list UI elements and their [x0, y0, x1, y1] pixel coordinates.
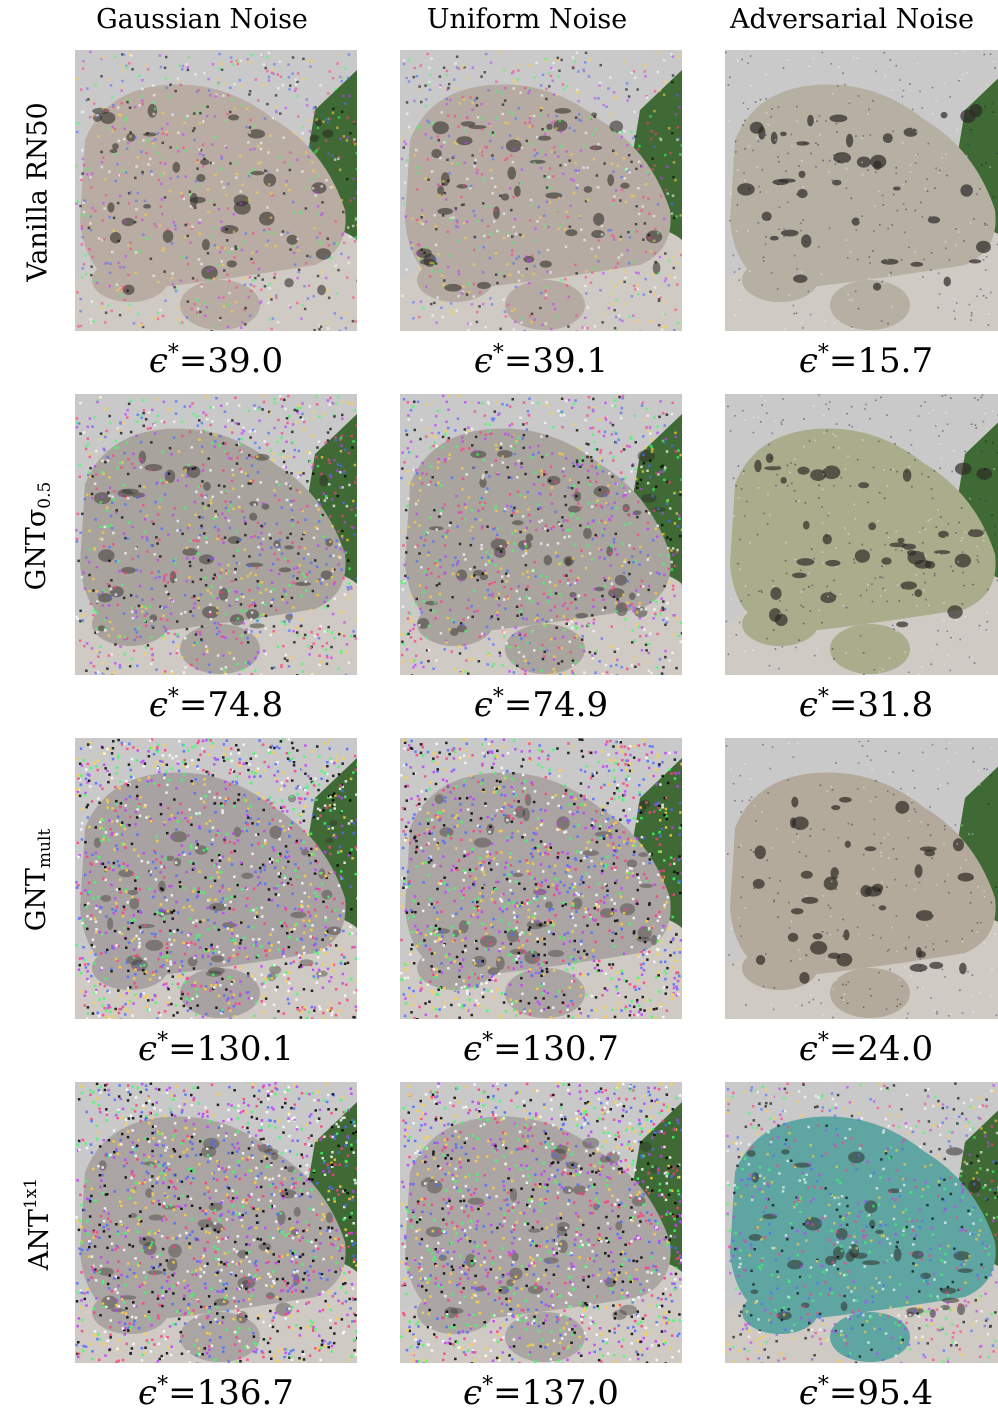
epsilon-equals: =: [829, 685, 858, 725]
noisy-image-r1-c2: [400, 50, 682, 331]
epsilon-symbol: ϵ: [463, 1029, 482, 1069]
epsilon-caption: ϵ*=74.9: [391, 678, 691, 725]
column-header-adversarial: Adversarial Noise: [702, 2, 998, 38]
noisy-image-r4-c1: [75, 1082, 357, 1363]
epsilon-caption: ϵ*=137.0: [391, 1366, 691, 1413]
epsilon-caption: ϵ*=130.1: [66, 1022, 366, 1069]
epsilon-value: 137.0: [522, 1373, 619, 1413]
epsilon-star: *: [482, 1029, 493, 1054]
row-label-subscript: mult: [35, 829, 55, 868]
epsilon-equals: =: [493, 1373, 522, 1413]
column-header-uniform: Uniform Noise: [377, 2, 677, 38]
epsilon-equals: =: [493, 1029, 522, 1069]
epsilon-equals: =: [829, 341, 858, 381]
epsilon-caption: ϵ*=74.8: [66, 678, 366, 725]
epsilon-value: 74.9: [532, 685, 608, 725]
epsilon-star: *: [168, 341, 179, 366]
epsilon-star: *: [482, 1373, 493, 1398]
epsilon-value: 130.7: [522, 1029, 619, 1069]
epsilon-star: *: [493, 685, 504, 710]
noisy-image-r4-c2: [400, 1082, 682, 1363]
epsilon-value: 24.0: [857, 1029, 933, 1069]
epsilon-star: *: [157, 1373, 168, 1398]
epsilon-value: 15.7: [857, 341, 933, 381]
epsilon-symbol: ϵ: [799, 341, 818, 381]
epsilon-equals: =: [179, 341, 208, 381]
epsilon-symbol: ϵ: [799, 685, 818, 725]
epsilon-equals: =: [168, 1029, 197, 1069]
epsilon-value: 136.7: [197, 1373, 294, 1413]
noisy-image-r2-c3: [725, 394, 998, 675]
noisy-image-r1-c1: [75, 50, 357, 331]
epsilon-symbol: ϵ: [138, 1029, 157, 1069]
epsilon-star: *: [818, 1373, 829, 1398]
noisy-image-r3-c2: [400, 738, 682, 1019]
epsilon-value: 74.8: [207, 685, 283, 725]
epsilon-caption: ϵ*=95.4: [716, 1366, 998, 1413]
epsilon-caption: ϵ*=136.7: [66, 1366, 366, 1413]
row-label-main: GNT: [21, 868, 52, 931]
epsilon-symbol: ϵ: [463, 1373, 482, 1413]
epsilon-equals: =: [829, 1373, 858, 1413]
noisy-image-r1-c3: [725, 50, 998, 331]
epsilon-symbol: ϵ: [474, 341, 493, 381]
column-header-gaussian: Gaussian Noise: [52, 2, 352, 38]
epsilon-star: *: [157, 1029, 168, 1054]
epsilon-equals: =: [829, 1029, 858, 1069]
epsilon-value: 130.1: [197, 1029, 294, 1069]
epsilon-caption: ϵ*=24.0: [716, 1022, 998, 1069]
noisy-image-r2-c2: [400, 394, 682, 675]
epsilon-star: *: [818, 341, 829, 366]
epsilon-symbol: ϵ: [799, 1373, 818, 1413]
row-label-subscript: 0.5: [35, 482, 55, 509]
row-label-3: GNTmult: [21, 829, 55, 932]
noisy-image-r4-c3: [725, 1082, 998, 1363]
row-label-main: Vanilla RN50: [23, 102, 54, 281]
epsilon-caption: ϵ*=31.8: [716, 678, 998, 725]
noisy-image-r3-c3: [725, 738, 998, 1019]
epsilon-caption: ϵ*=130.7: [391, 1022, 691, 1069]
epsilon-symbol: ϵ: [149, 341, 168, 381]
epsilon-equals: =: [179, 685, 208, 725]
epsilon-symbol: ϵ: [799, 1029, 818, 1069]
row-label-main: GNTσ: [21, 509, 52, 591]
epsilon-symbol: ϵ: [474, 685, 493, 725]
epsilon-caption: ϵ*=39.0: [66, 334, 366, 381]
epsilon-star: *: [818, 1029, 829, 1054]
noisy-image-r2-c1: [75, 394, 357, 675]
epsilon-equals: =: [504, 341, 533, 381]
epsilon-symbol: ϵ: [149, 685, 168, 725]
row-label-1: Vanilla RN50: [23, 102, 54, 281]
epsilon-value: 39.1: [532, 341, 608, 381]
epsilon-symbol: ϵ: [138, 1373, 157, 1413]
row-label-superscript: 1x1: [21, 1178, 41, 1209]
epsilon-star: *: [168, 685, 179, 710]
epsilon-value: 31.8: [857, 685, 933, 725]
noisy-image-r3-c1: [75, 738, 357, 1019]
epsilon-equals: =: [504, 685, 533, 725]
row-label-4: ANT1x1: [21, 1178, 55, 1270]
row-label-2: GNTσ0.5: [21, 482, 55, 591]
epsilon-value: 95.4: [857, 1373, 933, 1413]
epsilon-star: *: [818, 685, 829, 710]
epsilon-caption: ϵ*=15.7: [716, 334, 998, 381]
epsilon-caption: ϵ*=39.1: [391, 334, 691, 381]
row-label-main: ANT: [24, 1209, 55, 1270]
epsilon-star: *: [493, 341, 504, 366]
epsilon-equals: =: [168, 1373, 197, 1413]
epsilon-value: 39.0: [207, 341, 283, 381]
